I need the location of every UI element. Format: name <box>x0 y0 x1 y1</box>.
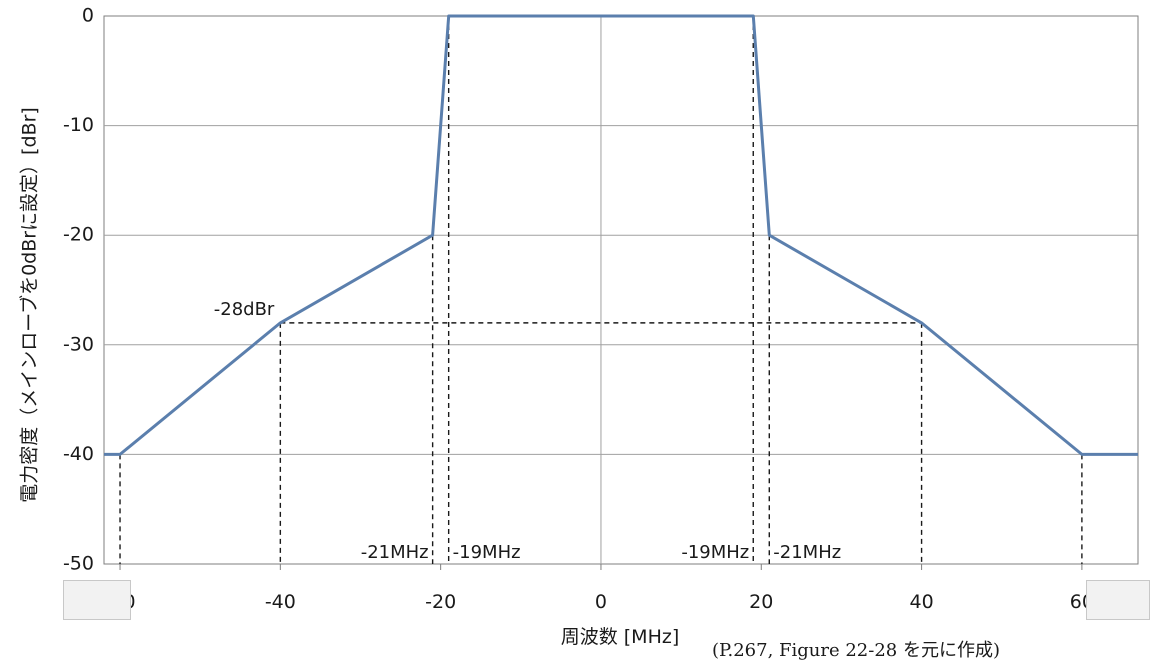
annotations: -28dBr -21MHz -19MHz -19MHz -21MHz <box>214 299 841 563</box>
frequency-annotation: -19MHz <box>681 542 749 563</box>
y-tick-label: -10 <box>63 114 94 136</box>
frequency-annotation: -21MHz <box>361 542 429 563</box>
y-axis-title: 電力密度（メインローブを0dBrに設定）[dBr] <box>18 107 41 503</box>
y-tick-labels: 0 -10 -20 -30 -40 -50 <box>63 5 94 575</box>
x-axis-title: 周波数 [MHz] <box>561 626 680 648</box>
frequency-annotation: -19MHz <box>453 542 521 563</box>
source-note: (P.267, Figure 22-28 を元に作成) <box>712 640 1000 661</box>
y-tick-label: -50 <box>63 553 94 575</box>
x-tick-label: 40 <box>909 591 933 613</box>
plot-area <box>103 15 1139 565</box>
grid-lines <box>104 16 1138 564</box>
y-tick-label: -40 <box>63 443 94 465</box>
y-tick-label: 0 <box>82 5 94 27</box>
y-tick-label: -30 <box>63 333 94 355</box>
x-tick-label: 20 <box>749 591 773 613</box>
spectral-mask-line <box>104 14 1138 456</box>
dashed-guides <box>119 16 1083 564</box>
frequency-annotation: -21MHz <box>773 542 841 563</box>
level-annotation: -28dBr <box>214 299 275 320</box>
x-tick-label: -40 <box>265 591 296 613</box>
x-tick-label: 0 <box>595 591 607 613</box>
legend-box-left <box>63 580 131 620</box>
x-tick-label: -20 <box>425 591 456 613</box>
legend-box-right <box>1086 580 1150 620</box>
y-tick-label: -20 <box>63 224 94 246</box>
